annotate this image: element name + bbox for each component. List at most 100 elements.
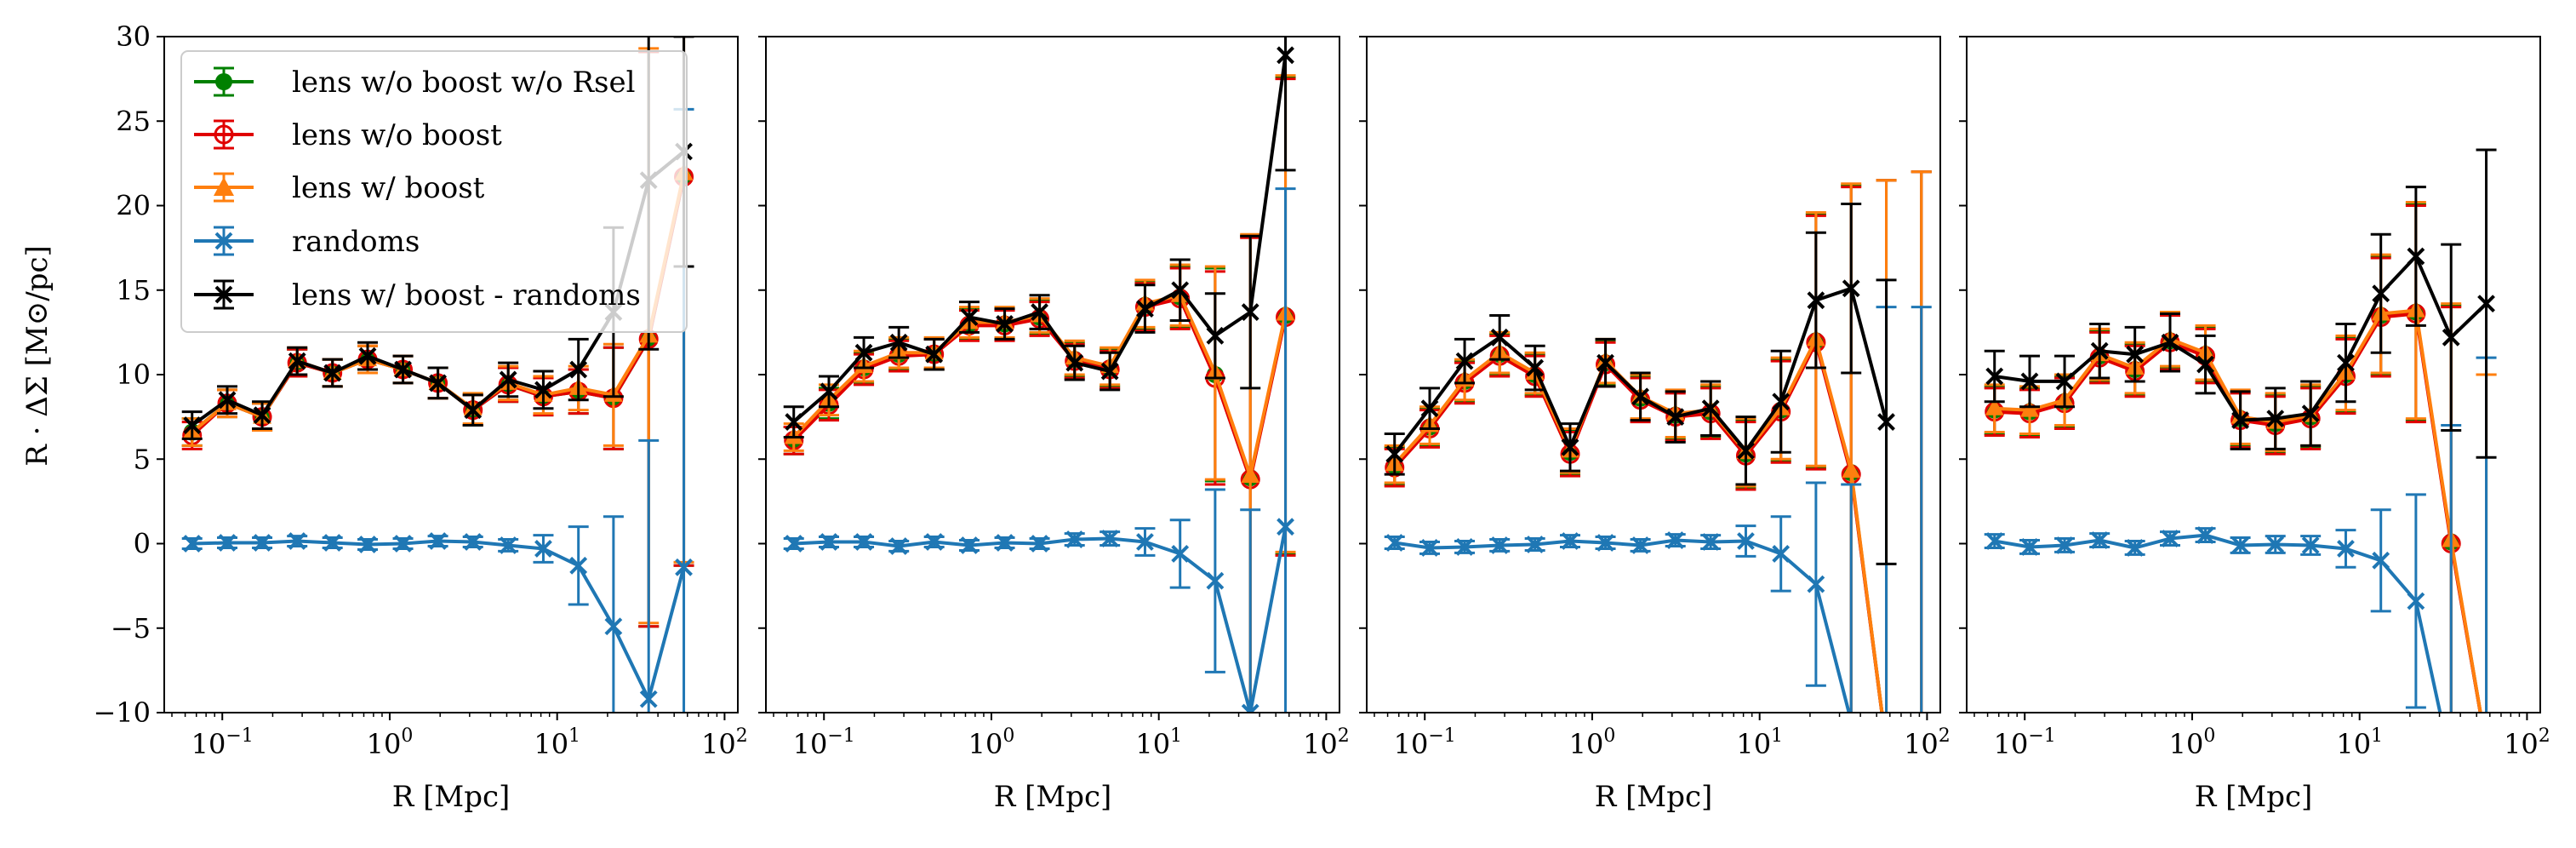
data-point-df bbox=[499, 370, 517, 389]
data-point-df bbox=[1877, 413, 1895, 431]
data-point-wb bbox=[1985, 398, 2004, 415]
data-point-rd bbox=[854, 533, 873, 551]
legend-marker-x bbox=[214, 232, 233, 250]
data-point-df bbox=[1065, 353, 1084, 372]
data-point-rd bbox=[1490, 536, 1509, 554]
series-wb bbox=[1984, 201, 2497, 713]
legend-entry-lens-with-boost: lens w/ boost bbox=[194, 171, 485, 205]
data-point-df bbox=[2126, 345, 2145, 364]
data-point-df bbox=[1100, 362, 1119, 381]
data-point-df bbox=[1737, 441, 1755, 460]
series-lb bbox=[1984, 204, 2497, 755]
x-tick-label: 101 bbox=[2336, 725, 2383, 760]
data-point-rd bbox=[394, 535, 412, 553]
data-point-df bbox=[2196, 355, 2214, 374]
data-point-rd bbox=[323, 534, 342, 552]
data-point-rd bbox=[1561, 532, 1579, 550]
series-line-df bbox=[1393, 286, 1888, 456]
x-tick-label: 102 bbox=[701, 725, 748, 760]
data-point-rd bbox=[889, 537, 908, 555]
data-point-df bbox=[1031, 303, 1048, 321]
legend-marker-x bbox=[214, 285, 233, 304]
series-line-rd bbox=[191, 539, 686, 702]
series-lb bbox=[783, 77, 1296, 713]
data-point-rd bbox=[1701, 533, 1720, 551]
legend-label: lens w/o boost w/o Rsel bbox=[292, 66, 635, 100]
data-point-lb bbox=[2478, 738, 2495, 755]
x-tick-label: 101 bbox=[1135, 725, 1182, 760]
data-point-rd bbox=[429, 532, 447, 550]
data-point-df bbox=[2266, 410, 2285, 428]
data-point-df bbox=[2161, 333, 2179, 352]
data-point-df bbox=[960, 308, 979, 326]
data-point-df bbox=[785, 413, 803, 431]
series-lb bbox=[1384, 170, 1932, 713]
data-point-rd bbox=[1031, 535, 1048, 553]
data-point-df bbox=[2337, 353, 2355, 372]
data-point-rd bbox=[569, 556, 588, 575]
x-axis-label: R [Mpc] bbox=[1595, 780, 1713, 814]
legend-label: randoms bbox=[292, 225, 420, 259]
data-point-df bbox=[2407, 247, 2425, 266]
data-point-rd bbox=[1631, 536, 1649, 554]
series-rd bbox=[1984, 356, 2497, 771]
data-point-df bbox=[2442, 328, 2460, 347]
data-point-rd bbox=[1526, 536, 1545, 553]
data-point-df bbox=[394, 360, 412, 379]
panel-data bbox=[1384, 170, 1932, 771]
data-point-rd bbox=[960, 536, 979, 554]
data-point-rd bbox=[2337, 540, 2355, 558]
data-point-df bbox=[1455, 352, 1474, 370]
data-point-df bbox=[1526, 358, 1545, 377]
series-line-rd bbox=[793, 526, 1288, 713]
data-point-df bbox=[429, 374, 447, 392]
data-point-rd bbox=[499, 536, 517, 554]
data-point-df bbox=[1420, 399, 1439, 418]
data-point-df bbox=[1490, 328, 1509, 347]
y-tick-label: 15 bbox=[116, 274, 151, 307]
x-tick-label: 102 bbox=[2504, 725, 2550, 760]
data-point-df bbox=[996, 315, 1014, 333]
data-point-df bbox=[1807, 291, 1825, 310]
data-point-wb bbox=[1842, 461, 1861, 478]
data-point-df bbox=[1596, 353, 1614, 372]
y-tick-label: 10 bbox=[116, 358, 151, 391]
data-point-df bbox=[1171, 281, 1190, 300]
panel-data bbox=[783, 37, 1296, 713]
data-point-rd bbox=[464, 533, 483, 551]
data-point-df bbox=[2055, 372, 2074, 391]
panel-4: 10−1 100 101 102 R [Mpc] bbox=[1959, 36, 2550, 814]
series-line-rd bbox=[1994, 533, 2442, 713]
data-point-df bbox=[569, 360, 588, 379]
data-point-rd bbox=[1455, 538, 1474, 556]
x-tick-label: 102 bbox=[1904, 725, 1951, 760]
data-point-rd bbox=[1879, 756, 1894, 771]
y-tick-label: 0 bbox=[134, 528, 151, 560]
series-wb bbox=[783, 74, 1296, 713]
data-point-rd bbox=[1241, 703, 1259, 713]
x-tick-label: 102 bbox=[1303, 725, 1350, 760]
data-point-df bbox=[2090, 341, 2109, 360]
data-point-rd bbox=[534, 540, 552, 558]
series-df bbox=[1384, 203, 1897, 565]
series-df bbox=[1984, 148, 2497, 459]
data-point-df bbox=[1561, 438, 1579, 456]
data-point-df bbox=[1666, 408, 1685, 427]
x-axis-label: R [Mpc] bbox=[2195, 780, 2313, 814]
legend-frame bbox=[180, 50, 688, 333]
data-point-rd bbox=[1065, 530, 1084, 548]
series-nb bbox=[783, 76, 1296, 713]
x-tick-label: 100 bbox=[968, 725, 1015, 760]
data-point-rd bbox=[2443, 756, 2459, 771]
legend-marker-circle-filled bbox=[215, 73, 232, 90]
data-point-rd bbox=[996, 534, 1014, 552]
x-axis-label: R [Mpc] bbox=[392, 780, 511, 814]
data-point-rd bbox=[785, 535, 803, 553]
data-point-rd bbox=[1277, 518, 1294, 536]
y-axis-label: R · ΔΣ [M⊙/pc] bbox=[20, 245, 54, 467]
data-point-df bbox=[2372, 284, 2390, 303]
data-point-df bbox=[1701, 399, 1720, 418]
series-nb bbox=[1984, 203, 2497, 713]
